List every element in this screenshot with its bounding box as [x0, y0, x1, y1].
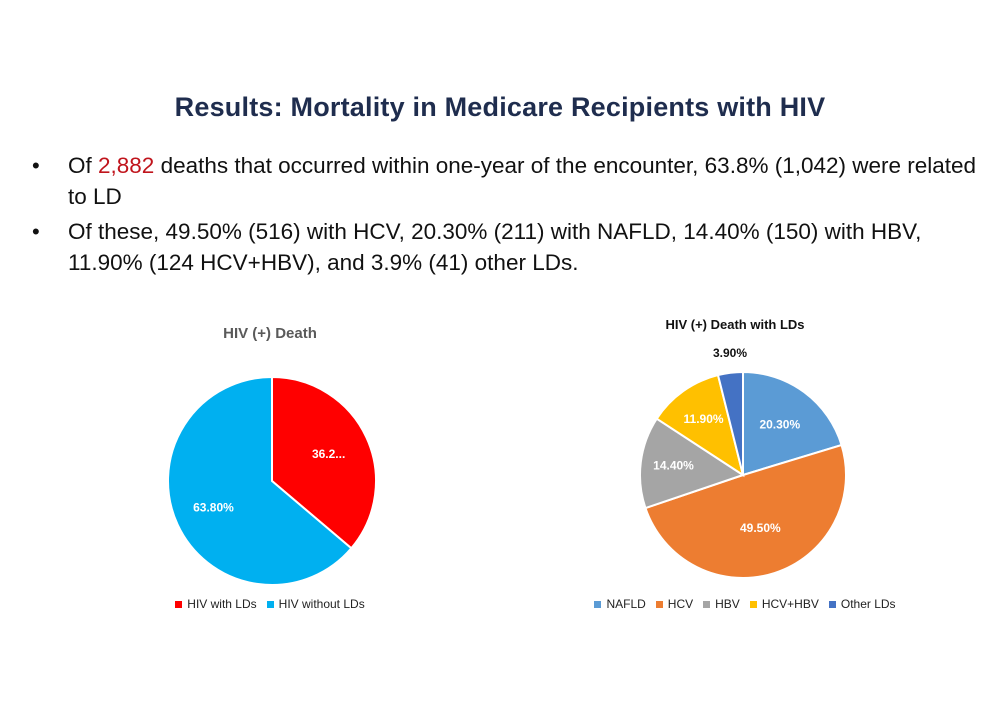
- legend-swatch: [828, 600, 836, 608]
- chart-2-title: HIV (+) Death with LDs: [665, 317, 805, 332]
- bullet-item-2: • Of these, 49.50% (516) with HCV, 20.30…: [28, 216, 978, 278]
- data-label-nafld: 20.30%: [759, 418, 800, 432]
- legend-swatch: [175, 600, 183, 608]
- legend-swatch: [655, 600, 663, 608]
- pie-slice-nafld: [742, 370, 843, 477]
- data-label-hbv: 14.40%: [653, 458, 694, 472]
- bullet-dot: •: [32, 153, 40, 178]
- slide-title: Results: Mortality in Medicare Recipient…: [174, 92, 826, 122]
- legend-swatch: [703, 600, 711, 608]
- chart-1-pie: 36.2... 63.80%: [167, 375, 377, 586]
- chart-2-legend: NAFLD HCV HBV HCV+HBV Other LDs: [560, 597, 940, 611]
- legend-item-hbv: HBV: [703, 597, 740, 611]
- data-label-hcv-hbv: 11.90%: [684, 412, 724, 426]
- pie-slice-hbv: [639, 417, 746, 510]
- chart-1-title: HIV (+) Death: [223, 325, 317, 342]
- legend-item-hiv-without-lds: HIV without LDs: [266, 597, 365, 611]
- legend-item-hcv-hbv: HCV+HBV: [749, 597, 819, 611]
- legend-swatch: [266, 600, 274, 608]
- legend-label: HCV: [667, 597, 694, 611]
- bullet-dot: •: [32, 219, 40, 244]
- legend-label: HCV+HBV: [761, 597, 819, 611]
- data-label-hcv: 49.50%: [740, 521, 781, 535]
- legend-item-nafld: NAFLD: [594, 597, 646, 611]
- legend-label: HBV: [715, 597, 740, 611]
- legend-label: HIV with LDs: [187, 597, 257, 611]
- pie-slice-hiv-with-lds: [271, 375, 377, 550]
- data-label-other-lds: 3.90%: [713, 346, 747, 360]
- data-label-hiv-without-lds: 63.80%: [193, 500, 234, 514]
- bullet-1-highlight: 2,882: [98, 153, 155, 178]
- legend-item-hiv-with-lds: HIV with LDs: [175, 597, 257, 611]
- legend-label: NAFLD: [606, 597, 646, 611]
- legend-swatch: [594, 600, 602, 608]
- legend-item-hcv: HCV: [655, 597, 694, 611]
- bullet-list: • Of 2,882 deaths that occurred within o…: [28, 150, 978, 282]
- bullet-1-text: deaths that occurred within one-year of …: [68, 153, 977, 209]
- legend-swatch: [749, 600, 757, 608]
- legend-label: HIV without LDs: [278, 597, 365, 611]
- bullet-item-1: • Of 2,882 deaths that occurred within o…: [28, 150, 978, 212]
- chart-1-legend: HIV with LDs HIV without LDs: [140, 597, 410, 611]
- pie-slice-hcv: [644, 443, 847, 579]
- pie-slice-hcv-hbv: [655, 373, 745, 478]
- data-label-hiv-with-lds: 36.2...: [312, 447, 345, 461]
- pie-slice-other-lds: [716, 370, 744, 476]
- pie-slice-hiv-without-lds: [167, 375, 353, 586]
- bullet-2-text: Of these, 49.50% (516) with HCV, 20.30% …: [68, 219, 922, 275]
- bullet-1-prefix: Of: [68, 153, 99, 178]
- chart-2-pie: 20.30% 49.50% 14.40% 11.90% 3.90%: [639, 346, 847, 579]
- legend-label: Other LDs: [840, 597, 896, 611]
- legend-item-other-lds: Other LDs: [828, 597, 896, 611]
